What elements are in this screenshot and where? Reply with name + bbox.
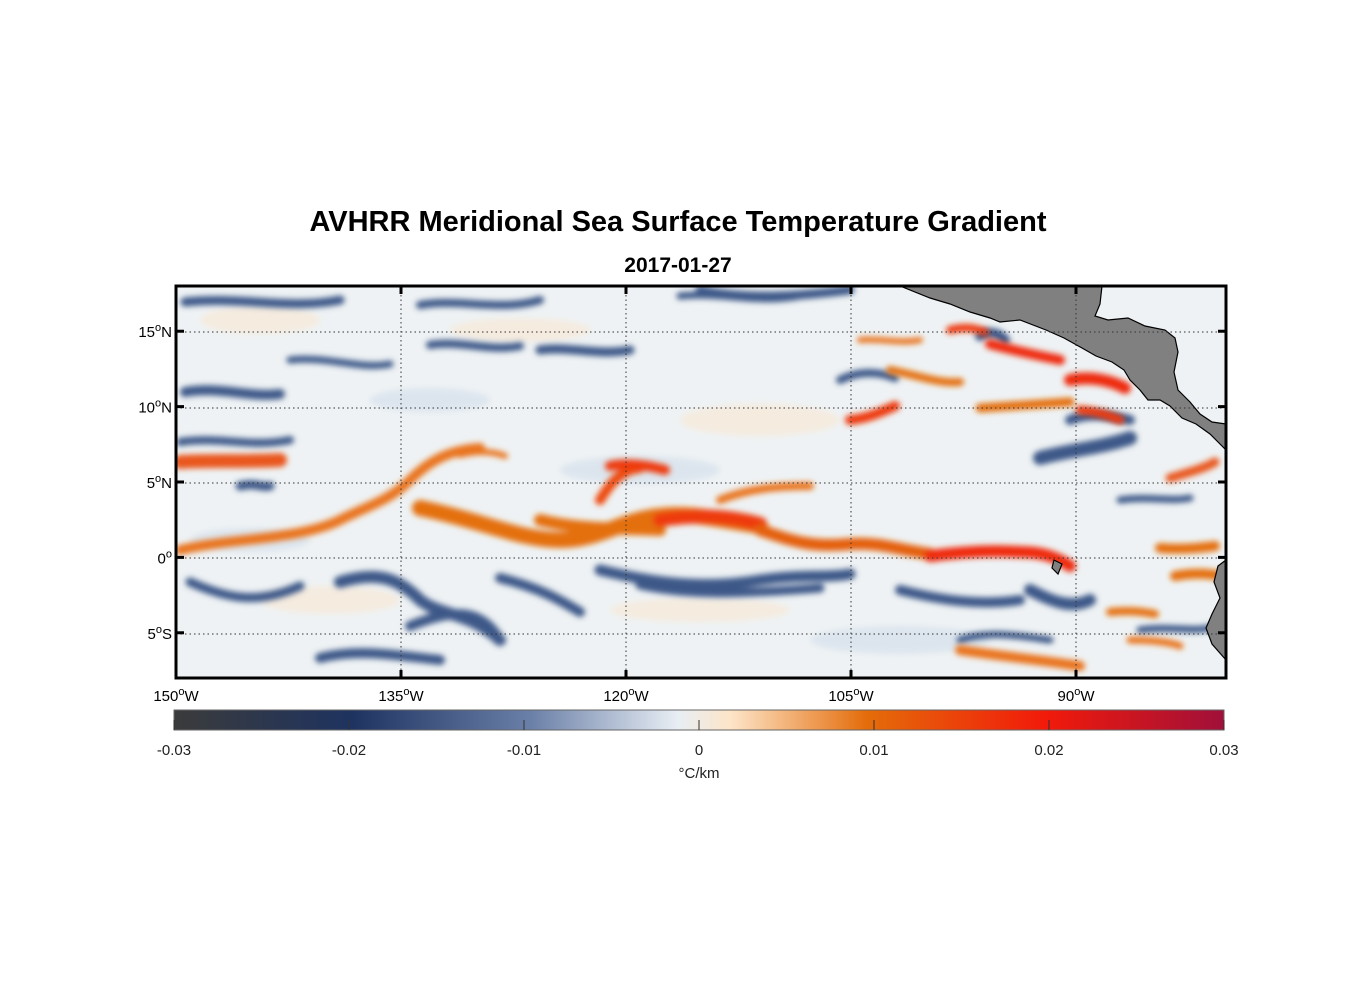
lat-tick-label: 5oN [147,473,172,492]
colorbar-tick-label: 0.03 [1209,742,1238,759]
colorbar-label: °C/km [679,765,720,782]
colorbar-tick-label: -0.02 [332,742,366,759]
chart-title: AVHRR Meridional Sea Surface Temperature… [309,206,1047,238]
chart-subtitle: 2017-01-27 [624,254,732,277]
lon-tick-label: 150oW [153,686,199,705]
lat-tick-label: 15oN [138,322,172,341]
lat-tick-label: 0o [158,548,172,567]
colorbar-tick-label: 0 [695,742,703,759]
lon-tick-label: 90oW [1058,686,1096,705]
lat-tick-label: 10oN [138,398,172,417]
colorbar-tick-label: 0.01 [859,742,888,759]
colorbar-tick-label: -0.03 [157,742,191,759]
lon-tick-label: 105oW [828,686,874,705]
lon-tick-label: 120oW [603,686,649,705]
colorbar-tick-label: 0.02 [1034,742,1063,759]
axis-ticks: 150oW 135oW 120oW 105oW 90oW 15oN 10oN 5oN 0o 5oS [138,286,1226,705]
colorbar-ticks: -0.03 -0.02 -0.01 0 0.01 0.02 0.03 [157,720,1239,759]
land-mass [899,286,1226,661]
lat-tick-label: 5oS [148,624,172,643]
lon-tick-label: 135oW [378,686,424,705]
sst-gradient-field [176,286,1226,678]
colorbar-tick-label: -0.01 [507,742,541,759]
